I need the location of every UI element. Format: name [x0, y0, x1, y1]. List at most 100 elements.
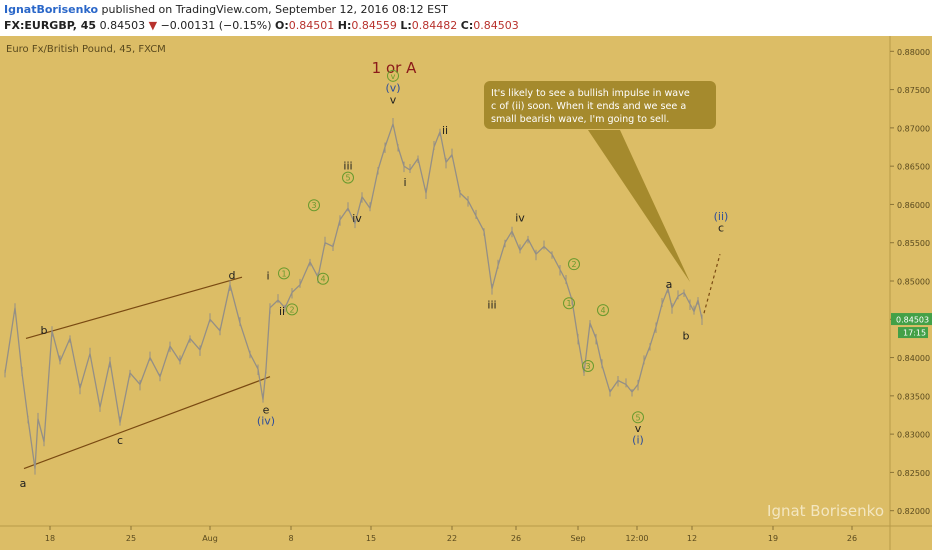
last-price-badge [891, 313, 932, 326]
wave-label: v [390, 94, 397, 107]
wave-label: iii [343, 159, 352, 172]
trendline [23, 376, 271, 470]
wave-label: v [635, 422, 642, 435]
last-price-label: 0.84503 [896, 316, 929, 325]
time-tick-label: 15 [366, 534, 376, 543]
wave-label: (v) [385, 81, 400, 94]
wave-label: c [718, 221, 724, 234]
wave-label: ii [442, 124, 448, 137]
trendlines [23, 254, 721, 470]
time-tick-label: Aug [202, 534, 218, 543]
wave-label: iv [515, 211, 525, 224]
wave-label-circled: 5 [345, 174, 350, 183]
price-tick-label: 0.83000 [897, 431, 930, 440]
wave-label-circled: 2 [571, 260, 576, 269]
wave-label-circled: 1 [566, 299, 571, 308]
ohlc-line: FX:EURGBP, 45 0.84503 ▼ −0.00131 (−0.15%… [4, 19, 519, 32]
wave-circle [582, 359, 594, 372]
time-axis[interactable]: 18 25 Aug 8 15 22 26 Sep 12:00 12 19 26 [45, 526, 857, 543]
down-arrow-icon: ▼ [148, 19, 158, 32]
time-tick-label: 18 [45, 534, 55, 543]
wave-circle [342, 171, 354, 184]
close-value: 0.84503 [473, 19, 519, 32]
publish-line: IgnatBorisenko published on TradingView.… [4, 3, 448, 16]
wave-circle [387, 69, 399, 82]
wave-circle [563, 297, 575, 310]
wave-circle [568, 258, 580, 271]
high-label: H: [337, 19, 352, 32]
price-tick-label: 0.87000 [897, 124, 930, 133]
wave-label: i [403, 176, 406, 189]
price-tick-label: 0.85000 [897, 278, 930, 287]
price-tick-label: 0.85500 [897, 239, 930, 248]
projection-line [703, 254, 721, 314]
watermark: Ignat Borisenko [767, 502, 884, 520]
low-value: 0.84482 [411, 19, 458, 32]
price-tick-label: 0.88000 [897, 48, 930, 57]
price-tick-label: 0.86000 [897, 201, 930, 210]
wave-label-circled: 4 [600, 306, 605, 315]
callout-note: It's likely to see a bullish impulse in … [484, 81, 716, 282]
wave-label: (ii) [714, 210, 729, 223]
price-tick-label: 0.86500 [897, 163, 930, 172]
wave-label: i [266, 270, 269, 283]
time-tick-label: 12 [687, 534, 697, 543]
symbol: FX:EURGBP, 45 [4, 19, 97, 32]
wave-label: iv [352, 212, 362, 225]
wave-circle [597, 304, 609, 317]
chart-title: Euro Fx/British Pound, 45, FXCM [6, 44, 166, 55]
high-value: 0.84559 [351, 19, 397, 32]
wave-circle [278, 267, 290, 280]
price-tick-label: 0.82000 [897, 507, 930, 516]
wave-circle [317, 272, 329, 285]
wave-circle [308, 199, 320, 212]
callout-pointer [588, 130, 690, 282]
time-tick-label: 8 [288, 534, 293, 543]
time-badge [898, 327, 928, 339]
plot-area[interactable] [0, 36, 890, 526]
wave-label-circled: 2 [289, 305, 294, 314]
price-series [4, 118, 703, 475]
time-tick-label: 26 [511, 534, 521, 543]
wave-label: b [683, 329, 690, 342]
last-price-tag: 0.84503 17:15 [891, 313, 932, 339]
author-link[interactable]: IgnatBorisenko [4, 3, 99, 16]
wave-label: 1 or A [372, 59, 417, 77]
time-tick-label: 19 [768, 534, 778, 543]
price-tick-label: 0.82500 [897, 469, 930, 478]
wave-label: e [263, 404, 270, 417]
wave-label: a [666, 278, 673, 291]
time-label: 17:15 [903, 329, 926, 338]
wave-label: b [41, 324, 48, 337]
wave-label-circled: 5 [635, 413, 640, 422]
trendline [25, 276, 243, 339]
time-tick-label: Sep [570, 534, 585, 543]
header: IgnatBorisenko published on TradingView.… [0, 0, 932, 36]
callout-line: small bearish wave, I'm going to sell. [491, 114, 669, 125]
price-chart[interactable]: 0.88000 0.87500 0.87000 0.86500 0.86000 0.855… [0, 36, 932, 550]
wave-label-circled: 3 [585, 362, 590, 371]
close-label: C: [460, 19, 474, 32]
price-change: −0.00131 (−0.15%) [160, 19, 272, 32]
price-tick-label: 0.84000 [897, 354, 930, 363]
callout-line: It's likely to see a bullish impulse in … [491, 88, 690, 99]
wave-label: iii [487, 299, 496, 312]
open-label: O: [275, 19, 289, 32]
time-tick-label: 12:00 [625, 534, 648, 543]
wave-label-circled: 4 [320, 275, 325, 284]
wave-circle [286, 303, 298, 316]
published-text: published on TradingView.com, September … [101, 3, 448, 16]
last-price: 0.84503 [99, 19, 146, 32]
wave-circle [632, 411, 644, 424]
low-label: L: [400, 19, 412, 32]
time-tick-label: 22 [447, 534, 457, 543]
wave-label-circled: 1 [281, 269, 286, 278]
time-tick-label: 26 [847, 534, 857, 543]
price-tick-label: 0.83500 [897, 392, 930, 401]
callout-line: c of (ii) soon. When it ends and we see … [491, 101, 686, 112]
wave-label: ii [279, 305, 285, 318]
wave-label: d [229, 269, 236, 282]
callout-box [484, 81, 716, 129]
